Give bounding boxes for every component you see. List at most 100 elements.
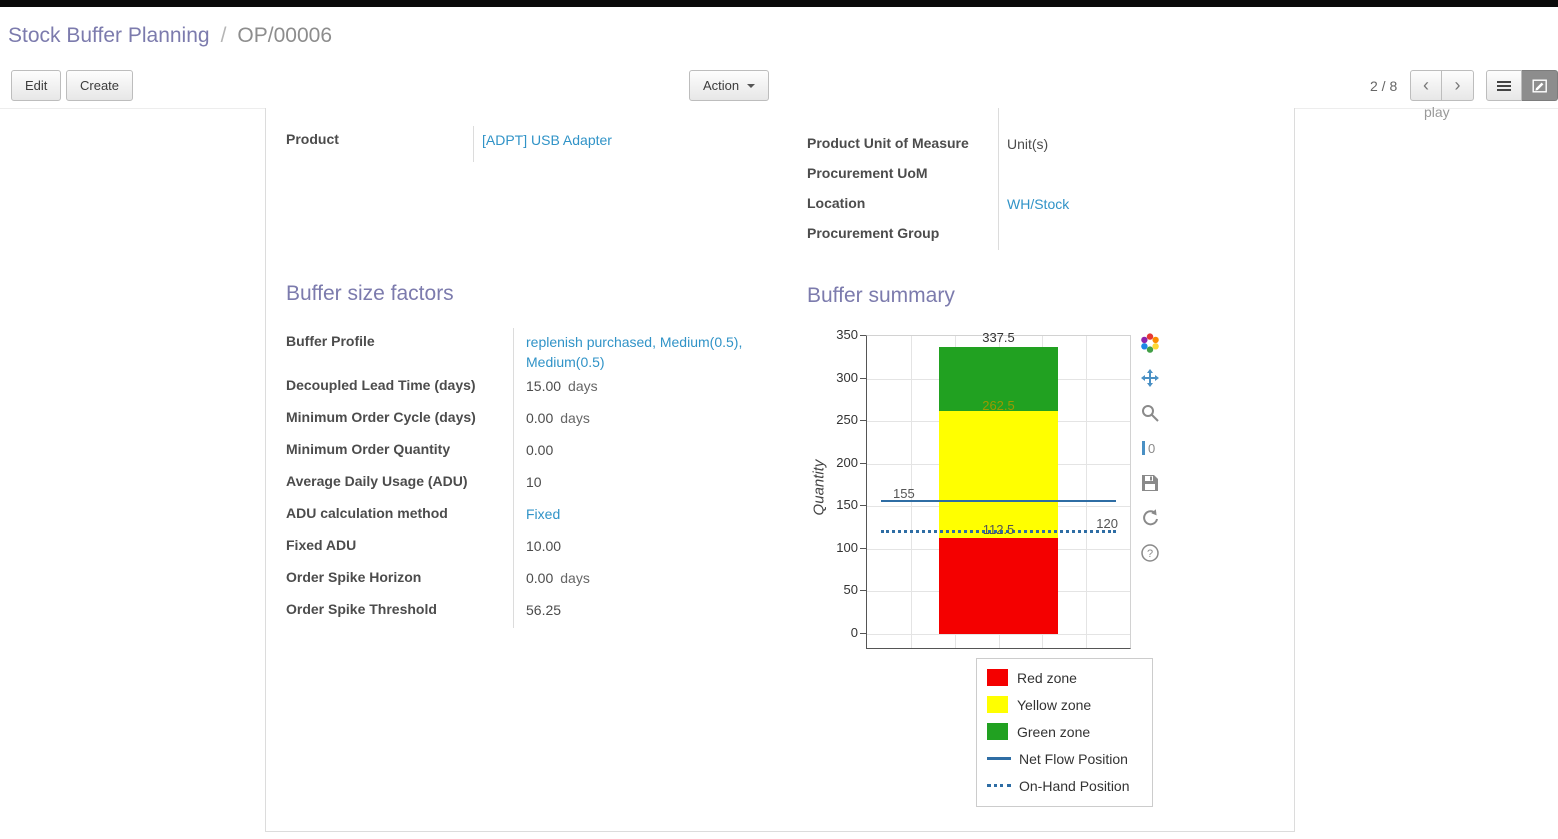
legend-swatch: [987, 784, 1011, 787]
list-view-button[interactable]: [1486, 70, 1522, 101]
legend-item: Net Flow Position: [977, 745, 1152, 772]
y-tick-label: 0: [850, 625, 858, 640]
clipped-field-row: [807, 108, 1272, 130]
legend-swatch: [987, 669, 1008, 686]
field-row: Minimum Order Cycle (days) 0.00 days: [286, 404, 771, 437]
field-value-text: 15.00: [526, 378, 562, 395]
field-value-link[interactable]: WH/Stock: [1007, 196, 1070, 212]
chart-pinwheel-icon[interactable]: [1139, 332, 1161, 354]
left-field-group: Product [ADPT] USB Adapter: [286, 126, 736, 162]
chevron-right-icon: ›: [1454, 75, 1461, 95]
field-label: Fixed ADU: [286, 537, 357, 554]
right-field-group: Product Unit of Measure Unit(s) Procuremen…: [807, 108, 1272, 250]
y-tick-label: 200: [836, 455, 858, 470]
y-tick-label: 150: [836, 497, 858, 512]
section-title-buffer-size-factors: Buffer size factors: [286, 282, 454, 305]
breadcrumb-separator: /: [220, 23, 227, 47]
form-sheet: Product [ADPT] USB Adapter Product Unit …: [265, 108, 1295, 832]
top-navbar: [0, 0, 1558, 7]
field-row: Fixed ADU 10.00: [286, 532, 771, 565]
green-zone-bar: [939, 347, 1058, 411]
y-tick-mark: [860, 335, 866, 336]
field-label: Location: [807, 195, 866, 211]
field-row: Minimum Order Quantity 0.00: [286, 436, 771, 469]
field-value: 10: [513, 468, 771, 501]
breadcrumb: Stock Buffer Planning / OP/00006: [0, 7, 1558, 64]
help-icon[interactable]: ?: [1139, 542, 1161, 564]
buffer-factors-table: Buffer Profile replenish purchased, Mediu…: [286, 328, 771, 629]
field-row: Decoupled Lead Time (days) 15.00 days: [286, 372, 771, 405]
red-zone-bar: [939, 538, 1058, 634]
value-label: 262.5: [982, 398, 1015, 413]
legend-item: Yellow zone: [977, 691, 1152, 718]
field-label: Buffer Profile: [286, 333, 375, 349]
clipped-background-text: play: [1424, 104, 1450, 120]
field-value: 0.00: [513, 436, 771, 469]
gridline: [867, 634, 1130, 635]
field-label: Order Spike Threshold: [286, 601, 437, 618]
on-hand-position-line: [881, 530, 1116, 533]
section-title-buffer-summary: Buffer summary: [807, 284, 955, 307]
legend-label: On-Hand Position: [1019, 777, 1130, 794]
legend-item: On-Hand Position: [977, 772, 1152, 799]
field-row: Average Daily Usage (ADU) 10: [286, 468, 771, 501]
caret-down-icon: [747, 83, 756, 88]
field-row: Order Spike Threshold 56.25: [286, 596, 771, 629]
edit-button[interactable]: Edit: [11, 70, 62, 101]
list-icon: [1497, 84, 1511, 87]
field-value: Unit(s): [998, 130, 1272, 160]
y-tick-label: 50: [843, 582, 858, 597]
field-value: 10.00: [513, 532, 771, 565]
field-value: replenish purchased, Medium(0.5), Medium…: [513, 328, 771, 373]
legend-swatch: [987, 723, 1008, 740]
chart-legend: Red zone Yellow zone Green zone Net Flow Po…: [976, 658, 1153, 807]
pager-next-button[interactable]: ›: [1442, 70, 1474, 101]
field-row: Procurement UoM: [807, 160, 1272, 190]
field-label: Minimum Order Cycle (days): [286, 409, 476, 426]
save-image-icon[interactable]: [1139, 472, 1161, 494]
chevron-left-icon: ‹: [1423, 75, 1429, 95]
field-label: Procurement Group: [807, 225, 940, 241]
field-row: Order Spike Horizon 0.00 days: [286, 564, 771, 597]
field-label: Procurement UoM: [807, 165, 928, 181]
chart-toolbar: 0: [1137, 332, 1163, 564]
data-zoom-reset-icon[interactable]: 0: [1139, 437, 1161, 459]
svg-text:?: ?: [1147, 548, 1153, 560]
pan-move-icon[interactable]: [1139, 367, 1161, 389]
field-value: 0.00 days: [513, 564, 771, 597]
gridline: [1086, 336, 1087, 648]
field-value-text: 10.00: [526, 538, 562, 555]
breadcrumb-parent-link[interactable]: Stock Buffer Planning: [8, 23, 210, 47]
field-label: Product: [286, 131, 339, 147]
field-value-link[interactable]: replenish purchased, Medium(0.5), Medium…: [526, 334, 743, 370]
product-link[interactable]: [ADPT] USB Adapter: [482, 132, 612, 148]
form-view-button[interactable]: [1522, 70, 1558, 101]
pager-counter: 2 / 8: [1370, 78, 1398, 94]
create-button[interactable]: Create: [66, 70, 134, 101]
unit-suffix: days: [568, 378, 598, 395]
field-value-text: 56.25: [526, 602, 562, 619]
legend-label: Green zone: [1017, 723, 1091, 740]
form-edit-icon: [1532, 79, 1547, 93]
action-dropdown-button[interactable]: Action: [689, 70, 770, 101]
zoom-icon[interactable]: [1139, 402, 1161, 424]
pager-previous-button[interactable]: ‹: [1410, 70, 1442, 101]
field-value: 56.25: [513, 596, 771, 629]
field-value-link[interactable]: Fixed: [526, 506, 561, 523]
field-row: Product Unit of Measure Unit(s): [807, 130, 1272, 160]
y-tick-label: 100: [836, 540, 858, 555]
legend-label: Red zone: [1017, 669, 1077, 686]
legend-swatch: [987, 696, 1008, 713]
y-tick-mark: [860, 548, 866, 549]
field-value: 15.00 days: [513, 372, 771, 405]
field-row: Buffer Profile replenish purchased, Mediu…: [286, 328, 771, 373]
y-tick-mark: [860, 590, 866, 591]
field-value: 0.00 days: [513, 404, 771, 437]
legend-swatch: [987, 757, 1011, 760]
value-label: 155: [893, 486, 915, 501]
yellow-zone-bar: [939, 411, 1058, 538]
field-row: Location WH/Stock: [807, 190, 1272, 220]
restore-refresh-icon[interactable]: [1139, 507, 1161, 529]
y-tick-mark: [860, 633, 866, 634]
field-label: Decoupled Lead Time (days): [286, 377, 476, 394]
